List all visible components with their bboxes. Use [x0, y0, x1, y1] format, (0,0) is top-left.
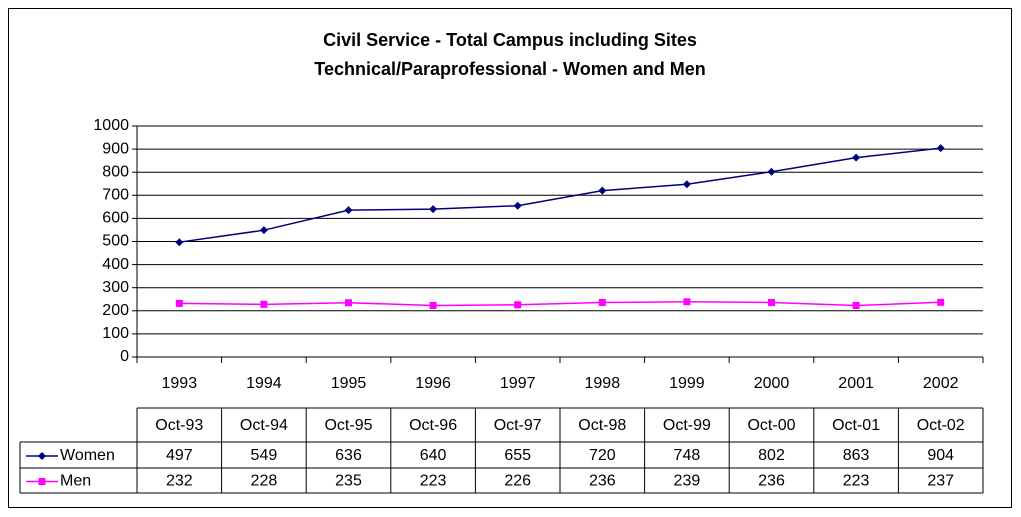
table-header: Oct-00	[747, 417, 795, 434]
marker	[937, 298, 945, 306]
marker	[598, 298, 606, 306]
table-value: 232	[166, 473, 193, 490]
table-value: 497	[166, 447, 193, 464]
x-tick-label: 2002	[923, 375, 959, 392]
table-header: Oct-98	[578, 417, 626, 434]
x-tick-label: 2001	[838, 375, 874, 392]
x-tick-label: 1994	[246, 375, 282, 392]
table-header: Oct-96	[409, 417, 457, 434]
table-value: 239	[674, 473, 701, 490]
x-tick-label: 1995	[331, 375, 367, 392]
y-tick-label: 100	[102, 325, 129, 342]
table-header: Oct-93	[155, 417, 203, 434]
table-header: Oct-02	[917, 417, 965, 434]
marker	[260, 300, 268, 308]
chart-title: Civil Service - Total Campus including S…	[323, 30, 697, 50]
x-tick-label: 1999	[669, 375, 705, 392]
y-tick-label: 300	[102, 279, 129, 296]
marker	[175, 238, 184, 247]
y-tick-label: 400	[102, 256, 129, 273]
table-header: Oct-99	[663, 417, 711, 434]
marker	[513, 201, 522, 210]
table-value: 636	[335, 447, 362, 464]
y-tick-label: 0	[120, 348, 129, 365]
marker	[38, 478, 46, 485]
chart-title: Technical/Paraprofessional - Women and M…	[314, 59, 705, 79]
marker	[682, 180, 691, 189]
table-value: 226	[504, 473, 531, 490]
table-value: 236	[758, 473, 785, 490]
table-value: 235	[335, 473, 362, 490]
table-value: 237	[927, 473, 954, 490]
marker	[429, 301, 437, 309]
x-tick-label: 1996	[415, 375, 451, 392]
x-tick-label: 1998	[585, 375, 621, 392]
marker	[38, 452, 46, 460]
chart-border	[8, 8, 1012, 508]
marker	[598, 186, 607, 195]
table-value: 720	[589, 447, 616, 464]
marker	[768, 298, 775, 306]
table-value: 228	[251, 473, 278, 490]
y-tick-label: 500	[102, 233, 129, 250]
x-tick-label: 1993	[162, 375, 198, 392]
table-value: 223	[843, 473, 870, 490]
y-tick-label: 900	[102, 140, 129, 157]
y-tick-label: 700	[102, 187, 129, 204]
legend-label: Men	[60, 473, 91, 490]
marker	[767, 167, 776, 176]
marker	[175, 299, 183, 307]
y-tick-label: 200	[102, 302, 129, 319]
table-header: Oct-95	[324, 417, 372, 434]
table-header: Oct-97	[494, 417, 542, 434]
marker	[852, 301, 860, 309]
y-tick-label: 800	[102, 163, 129, 180]
y-tick-label: 1000	[93, 117, 129, 134]
marker	[259, 226, 268, 235]
table-value: 904	[927, 447, 954, 464]
y-tick-label: 600	[102, 210, 129, 227]
table-value: 748	[674, 447, 701, 464]
marker	[936, 144, 945, 153]
series-line	[179, 301, 941, 307]
table-value: 655	[504, 447, 531, 464]
legend-label: Women	[60, 447, 115, 464]
x-tick-label: 1997	[500, 375, 536, 392]
table-header: Oct-01	[832, 417, 880, 434]
series-line	[179, 147, 941, 243]
table-value: 863	[843, 447, 870, 464]
table-value: 223	[420, 473, 447, 490]
table-header: Oct-94	[240, 417, 288, 434]
table-value: 236	[589, 473, 616, 490]
table-value: 640	[420, 447, 447, 464]
marker	[345, 299, 352, 307]
x-tick-label: 2000	[754, 375, 790, 392]
marker	[429, 205, 438, 214]
marker	[683, 298, 691, 306]
marker	[344, 206, 353, 215]
table-value: 549	[251, 447, 278, 464]
table-value: 802	[758, 447, 785, 464]
marker	[852, 153, 861, 162]
marker	[514, 301, 522, 309]
